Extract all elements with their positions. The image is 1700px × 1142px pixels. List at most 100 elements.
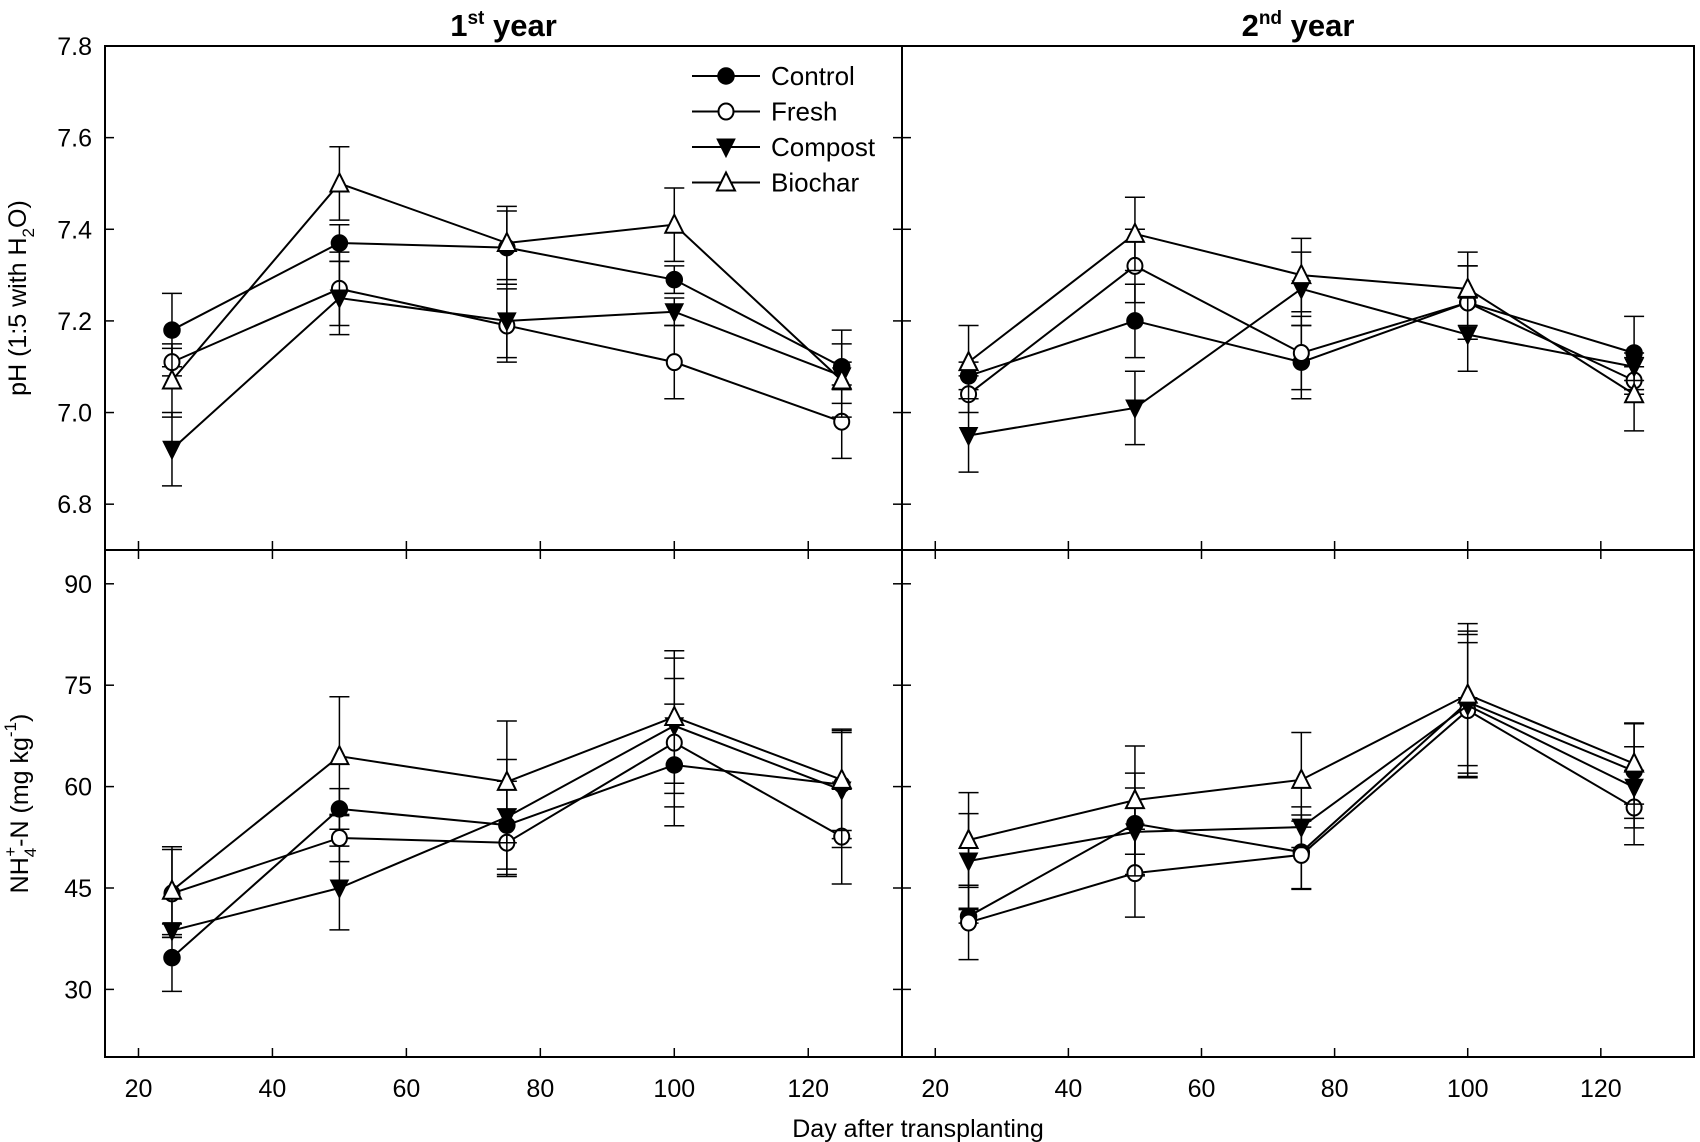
marker-biochar xyxy=(715,170,737,192)
marker-biochar xyxy=(1124,787,1146,810)
marker-compost xyxy=(1125,399,1145,420)
marker-biochar xyxy=(1457,276,1479,298)
x-axis-title: Day after transplanting xyxy=(792,1115,1044,1142)
marker-fresh xyxy=(1292,343,1310,362)
title-superscript: nd xyxy=(1259,8,1282,29)
panel-frame xyxy=(901,549,1695,1058)
marker-control xyxy=(330,234,349,252)
legend-label: Compost xyxy=(771,132,876,162)
x-tick-label: 100 xyxy=(1447,1075,1489,1103)
marker-biochar xyxy=(328,171,351,193)
y-tick-label: 7.4 xyxy=(57,216,92,244)
marker-biochar xyxy=(831,767,853,789)
legend-item-biochar: Biochar xyxy=(692,168,859,198)
marker-biochar xyxy=(957,349,980,372)
x-tick-label: 40 xyxy=(1054,1075,1082,1103)
legend-label: Fresh xyxy=(771,97,837,127)
y-title-subscript: 2 xyxy=(19,228,38,237)
y-tick-label: 90 xyxy=(64,571,92,599)
marker-biochar xyxy=(1623,751,1645,773)
marker-biochar xyxy=(663,212,685,234)
legend-label: Control xyxy=(771,61,855,91)
marker-biochar xyxy=(1290,767,1312,789)
marker-biochar xyxy=(328,743,351,766)
y-tick-label: 30 xyxy=(64,976,92,1004)
title-text: year xyxy=(484,8,556,43)
marker-control xyxy=(1126,312,1144,330)
marker-biochar xyxy=(1124,221,1146,243)
marker-compost xyxy=(329,289,350,310)
marker-biochar xyxy=(496,230,518,253)
x-tick-label: 60 xyxy=(392,1075,420,1103)
y-axis-title: pH (1:5 with H2O) xyxy=(4,200,38,396)
marker-fresh xyxy=(665,353,683,372)
y-tick-label: 7.0 xyxy=(57,400,92,428)
x-tick-label: 120 xyxy=(1580,1075,1622,1103)
marker-biochar xyxy=(161,878,183,900)
y-tick-label: 45 xyxy=(64,875,92,903)
legend-item-compost: Compost xyxy=(692,132,876,162)
panel-title-1: 1st year xyxy=(450,8,557,43)
marker-compost xyxy=(716,138,736,159)
x-tick-label: 20 xyxy=(921,1075,949,1103)
x-tick-label: 80 xyxy=(1321,1075,1349,1103)
marker-compost xyxy=(958,426,979,447)
series-compost xyxy=(161,260,852,487)
y-title-text: ) xyxy=(6,714,34,722)
marker-biochar xyxy=(161,368,183,390)
y-title-superscript: + xyxy=(1,847,20,857)
y-axis-title: NH4+-N (mg kg-1) xyxy=(1,714,40,894)
x-tick-label: 100 xyxy=(653,1075,695,1103)
y-tick-label: 75 xyxy=(64,672,92,700)
x-tick-label: 40 xyxy=(259,1075,287,1103)
marker-control xyxy=(163,948,181,967)
panel-row2-col2: 20 40 60 80 100 120 xyxy=(901,549,1695,1103)
marker-biochar xyxy=(1623,381,1645,404)
marker-biochar xyxy=(957,827,980,850)
y-tick-label: 60 xyxy=(64,774,92,802)
marker-fresh xyxy=(330,828,348,847)
legend: Control Fresh Compost Biochar xyxy=(692,61,876,198)
marker-biochar xyxy=(1290,262,1312,285)
y-title-subscript: 4 xyxy=(21,848,40,857)
x-tick-label: 20 xyxy=(125,1075,153,1103)
y-title-text: -N (mg kg xyxy=(6,737,34,847)
marker-fresh xyxy=(1292,845,1310,864)
series-biochar xyxy=(957,622,1645,889)
y-title-text: pH (1:5 with H xyxy=(4,237,32,395)
marker-biochar xyxy=(831,368,853,390)
panel-frame xyxy=(901,45,1695,551)
marker-biochar xyxy=(1457,682,1479,704)
marker-fresh xyxy=(960,913,978,932)
series-biochar xyxy=(957,196,1645,432)
marker-control xyxy=(717,67,735,85)
title-text: year xyxy=(1282,8,1354,43)
series-biochar xyxy=(161,146,853,418)
marker-fresh xyxy=(717,102,735,121)
y-title-superscript: -1 xyxy=(1,722,20,737)
title-number: 2 xyxy=(1242,8,1259,43)
y-title-text: NH xyxy=(6,857,34,893)
y-title-text: O) xyxy=(4,200,32,228)
marker-compost xyxy=(1457,326,1478,346)
legend-label: Biochar xyxy=(771,168,859,198)
title-number: 1 xyxy=(450,8,467,43)
marker-biochar xyxy=(663,704,685,726)
marker-compost xyxy=(329,879,350,900)
marker-biochar xyxy=(496,769,518,791)
panel-row2-col1: 20 40 60 80 100 120 xyxy=(104,549,903,1103)
panel-title-2: 2nd year xyxy=(1242,8,1355,43)
x-tick-label: 120 xyxy=(787,1075,829,1103)
marker-control xyxy=(163,321,181,339)
legend-item-fresh: Fresh xyxy=(692,97,837,127)
legend-item-control: Control xyxy=(692,61,855,91)
x-tick-label: 60 xyxy=(1188,1075,1216,1103)
y-tick-label: 6.8 xyxy=(57,491,92,519)
marker-compost xyxy=(497,312,517,333)
y-tick-label: 7.8 xyxy=(57,33,92,61)
marker-compost xyxy=(664,303,685,323)
y-tick-label: 7.6 xyxy=(57,125,92,153)
panel-row1-col2 xyxy=(901,45,1695,551)
marker-control xyxy=(665,270,684,289)
